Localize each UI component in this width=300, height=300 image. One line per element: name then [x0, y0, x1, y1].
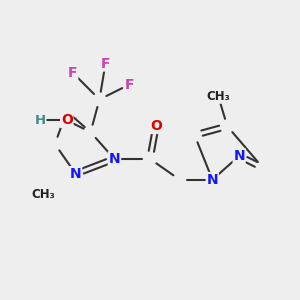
Text: CH₃: CH₃: [206, 90, 230, 103]
Text: O: O: [61, 113, 73, 127]
Text: H: H: [34, 114, 46, 127]
Text: N: N: [207, 173, 218, 187]
Text: F: F: [68, 66, 77, 80]
Text: N: N: [233, 149, 245, 163]
Text: F: F: [124, 78, 134, 92]
Text: O: O: [150, 119, 162, 133]
Text: F: F: [101, 57, 110, 71]
Text: N: N: [109, 152, 120, 166]
Text: N: N: [70, 167, 82, 181]
Text: CH₃: CH₃: [31, 188, 55, 201]
